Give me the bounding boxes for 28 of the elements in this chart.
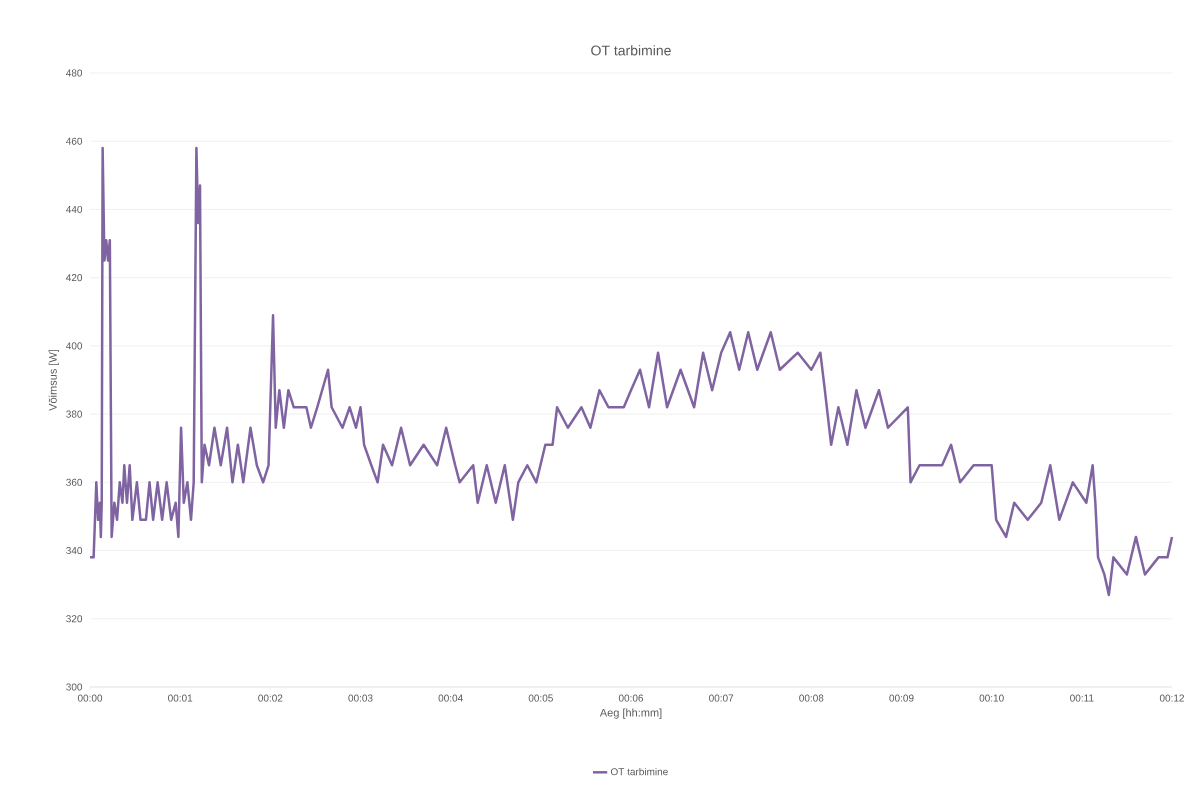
y-tick-label: 340 [66, 547, 83, 555]
x-tick-label: 00:10 [979, 694, 1004, 702]
x-tick-label: 00:11 [1070, 694, 1094, 702]
x-tick-label: 00:03 [348, 694, 373, 702]
x-tick-label: 00:06 [618, 694, 644, 702]
x-tick-label: 00:07 [709, 694, 734, 702]
y-tick-label: 300 [66, 683, 83, 691]
y-tick-label: 460 [66, 137, 83, 145]
y-tick-label: 400 [66, 342, 83, 350]
x-tick-label: 00:12 [1159, 694, 1184, 702]
y-tick-label: 380 [66, 410, 83, 418]
y-tick-label: 360 [66, 478, 83, 486]
x-tick-label: 00:05 [528, 694, 553, 702]
x-tick-label: 00:01 [168, 694, 193, 702]
x-axis-title: Aeg [hh:mm] [599, 708, 662, 719]
x-tick-label: 00:02 [258, 694, 283, 702]
legend-label: OT tarbimine [610, 767, 668, 776]
y-tick-label: 420 [66, 274, 83, 282]
line-series [88, 146, 1174, 597]
y-axis-title: Võimsus [W] [48, 349, 59, 411]
chart-title: OT tarbimine [591, 45, 671, 56]
x-tick-label: 00:00 [77, 694, 103, 702]
x-tick-label: 00:04 [438, 694, 463, 702]
y-tick-label: 480 [66, 69, 83, 77]
x-tick-label: 00:09 [889, 694, 914, 702]
y-tick-label: 440 [66, 205, 83, 213]
x-tick-label: 00:08 [799, 694, 824, 702]
y-tick-label: 320 [66, 615, 83, 623]
